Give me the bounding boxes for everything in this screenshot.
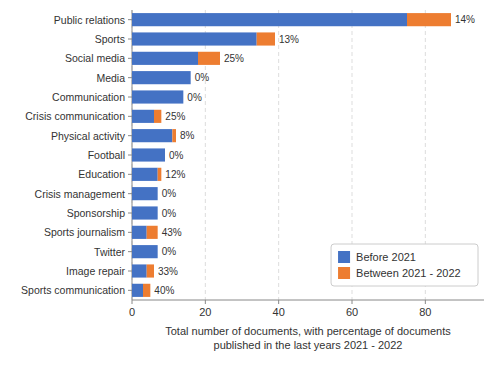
bar-segment xyxy=(132,110,154,123)
bar-segment xyxy=(132,129,172,142)
category-label: Image repair xyxy=(66,265,125,277)
grid xyxy=(132,10,425,300)
grid-line xyxy=(278,10,279,300)
tick-mark xyxy=(128,193,132,194)
tick-mark xyxy=(128,232,132,233)
annotation: 12% xyxy=(165,169,185,180)
annotation: 25% xyxy=(224,53,244,64)
tick-mark xyxy=(128,251,132,252)
category-label: Sponsorship xyxy=(67,207,126,219)
tick-mark xyxy=(278,300,279,304)
bar-segment xyxy=(407,13,451,26)
tick-mark xyxy=(128,116,132,117)
bars xyxy=(132,13,451,297)
bar-segment xyxy=(158,168,162,181)
category-label: Sports communication xyxy=(21,284,125,296)
bar-segment xyxy=(132,264,147,277)
annotation: 33% xyxy=(158,266,178,277)
bar-segment xyxy=(157,206,158,219)
legend-label: Between 2021 - 2022 xyxy=(356,267,461,279)
annotation: 13% xyxy=(279,34,299,45)
bar-segment xyxy=(132,187,158,200)
bar-segment xyxy=(172,129,176,142)
legend-swatch xyxy=(338,251,350,263)
tick-mark xyxy=(425,300,426,304)
tick-label: 20 xyxy=(199,306,211,318)
tick-mark xyxy=(128,213,132,214)
tick-mark xyxy=(128,290,132,291)
tick-mark xyxy=(128,39,132,40)
tick-mark xyxy=(205,300,206,304)
annotation: 0% xyxy=(162,246,177,257)
category-label: Education xyxy=(78,168,125,180)
bar-segment xyxy=(132,90,183,103)
bar-segment xyxy=(132,52,198,65)
category-label: Twitter xyxy=(94,246,125,258)
annotation: 43% xyxy=(162,227,182,238)
legend-box xyxy=(331,244,478,286)
tick-label: 60 xyxy=(346,306,358,318)
bar-segment xyxy=(157,245,158,258)
category-label: Crisis management xyxy=(35,188,126,200)
tick-mark xyxy=(128,97,132,98)
annotation: 14% xyxy=(455,14,475,25)
x-axis-label: Total number of documents, with percenta… xyxy=(165,325,451,337)
tick-mark xyxy=(352,300,353,304)
tick-mark xyxy=(128,155,132,156)
bar-segment xyxy=(132,226,147,239)
category-label: Communication xyxy=(52,91,125,103)
bar-segment xyxy=(132,245,158,258)
annotation: 8% xyxy=(180,130,195,141)
tick-mark xyxy=(128,174,132,175)
tick-mark xyxy=(128,58,132,59)
bar-segment xyxy=(147,264,154,277)
legend: Before 2021 Between 2021 - 2022 xyxy=(331,244,478,286)
bar-segment xyxy=(157,187,158,200)
tick-label: 40 xyxy=(273,306,285,318)
tick-mark xyxy=(128,135,132,136)
bar-segment xyxy=(132,168,158,181)
category-label: Crisis communication xyxy=(25,110,125,122)
chart: 0 20 40 60 80 Public relations Sports Social me… xyxy=(0,0,500,370)
bar-segment xyxy=(132,13,407,26)
bar-segment xyxy=(154,110,161,123)
tick-mark xyxy=(128,19,132,20)
annotation: 0% xyxy=(195,72,210,83)
tick-mark xyxy=(128,271,132,272)
bar-segment xyxy=(198,52,220,65)
tick-mark xyxy=(132,300,133,304)
bar-segment xyxy=(132,32,257,45)
category-label: Sports journalism xyxy=(44,226,125,238)
legend-label: Before 2021 xyxy=(356,251,416,263)
category-label: Social media xyxy=(65,52,125,64)
category-label: Physical activity xyxy=(51,130,126,142)
bar-segment xyxy=(132,71,191,84)
tick-label: 0 xyxy=(129,306,135,318)
annotation: 0% xyxy=(169,150,184,161)
bar-segment xyxy=(257,32,275,45)
category-label: Sports xyxy=(95,33,125,45)
bar-segment xyxy=(132,148,165,161)
annotation: 0% xyxy=(162,208,177,219)
category-label: Media xyxy=(96,72,125,84)
bar-segment xyxy=(143,284,150,297)
x-axis-line xyxy=(132,300,484,301)
bar-segment xyxy=(165,148,166,161)
annotation: 0% xyxy=(187,92,202,103)
category-label: Football xyxy=(88,149,125,161)
annotation: 40% xyxy=(154,285,174,296)
tick-label: 80 xyxy=(419,306,431,318)
legend-swatch xyxy=(338,267,350,279)
x-axis-label: published in the last years 2021 - 2022 xyxy=(214,339,403,351)
bar-segment xyxy=(190,71,191,84)
bar-segment xyxy=(132,284,143,297)
bar-segment xyxy=(132,206,158,219)
bar-segment xyxy=(183,90,184,103)
category-label: Public relations xyxy=(54,14,125,26)
bar-segment xyxy=(147,226,158,239)
annotation: 0% xyxy=(162,188,177,199)
annotation: 25% xyxy=(165,111,185,122)
tick-mark xyxy=(128,77,132,78)
